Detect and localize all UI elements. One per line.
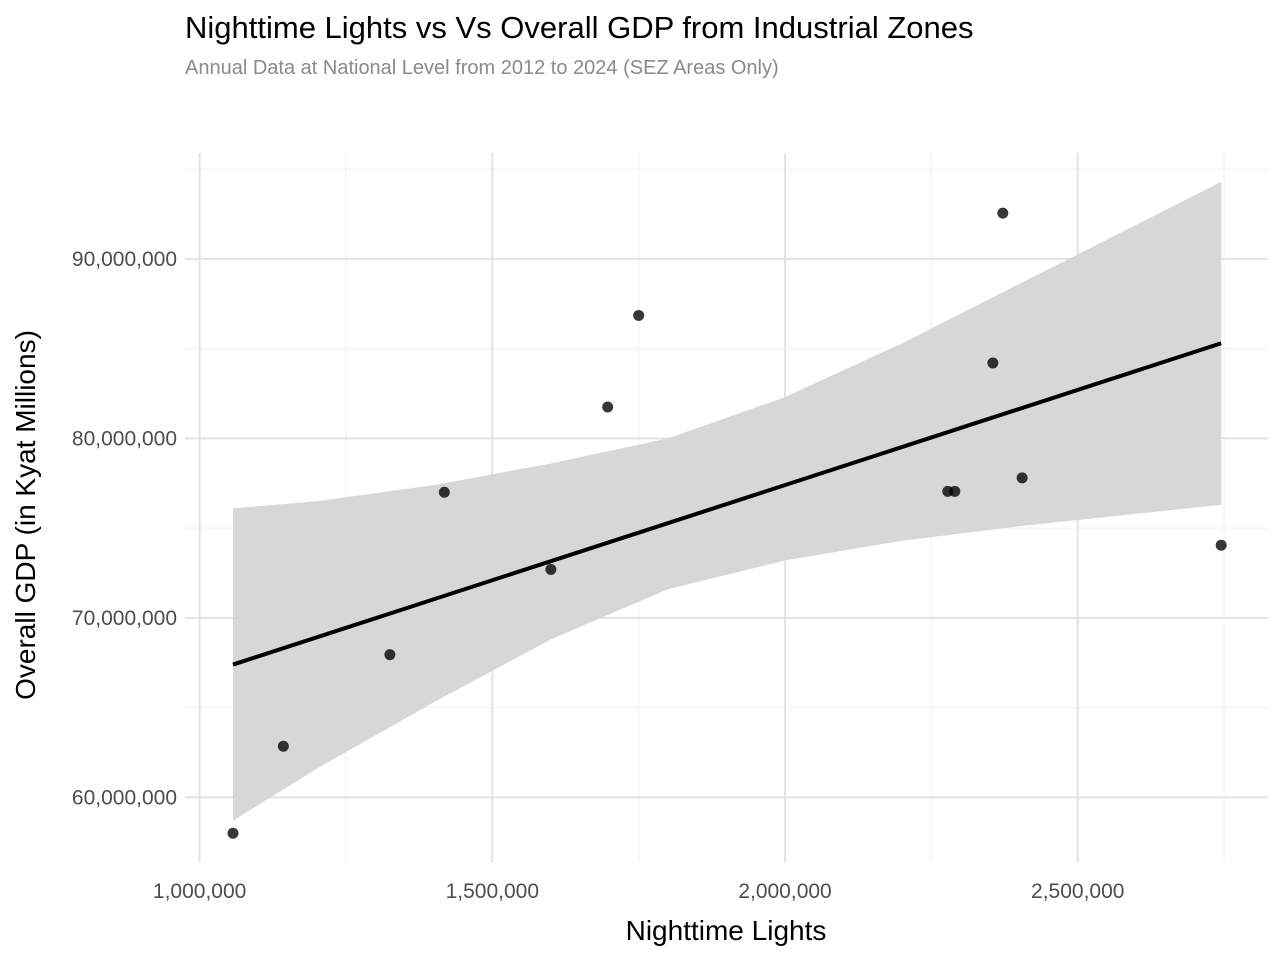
data-point bbox=[384, 649, 396, 661]
confidence-band bbox=[233, 181, 1222, 821]
x-tick-label: 2,500,000 bbox=[1031, 880, 1124, 903]
chart-title: Nighttime Lights vs Vs Overall GDP from … bbox=[185, 10, 974, 45]
data-point bbox=[602, 401, 614, 413]
data-point bbox=[438, 486, 450, 498]
x-tick-label: 2,000,000 bbox=[738, 880, 831, 903]
data-point bbox=[1215, 539, 1227, 551]
data-point bbox=[227, 827, 239, 839]
data-point bbox=[277, 740, 289, 752]
y-tick-label: 70,000,000 bbox=[72, 607, 177, 630]
data-point bbox=[633, 309, 645, 321]
data-point bbox=[949, 485, 961, 497]
y-tick-label: 90,000,000 bbox=[72, 248, 177, 271]
x-axis-tick-labels: 1,000,000 1,500,000 2,000,000 2,500,000 bbox=[153, 880, 1125, 903]
trend-line-layer bbox=[232, 341, 1222, 667]
x-tick-label: 1,500,000 bbox=[446, 880, 539, 903]
data-point bbox=[545, 563, 557, 575]
y-axis-title: Overall GDP (in Kyat Millions) bbox=[10, 330, 41, 700]
data-point bbox=[997, 207, 1009, 219]
y-tick-label: 60,000,000 bbox=[72, 786, 177, 809]
data-point bbox=[1016, 472, 1028, 484]
x-tick-label: 1,000,000 bbox=[153, 880, 246, 903]
data-points bbox=[227, 207, 1227, 839]
chart-subtitle: Annual Data at National Level from 2012 … bbox=[185, 57, 779, 79]
confidence-band-layer bbox=[233, 181, 1222, 821]
data-point bbox=[987, 357, 999, 369]
x-axis-title: Nighttime Lights bbox=[626, 915, 827, 946]
y-axis-tick-labels: 60,000,000 70,000,000 80,000,000 90,000,000 bbox=[72, 248, 177, 809]
y-tick-label: 80,000,000 bbox=[72, 427, 177, 450]
trend-line bbox=[232, 341, 1222, 667]
